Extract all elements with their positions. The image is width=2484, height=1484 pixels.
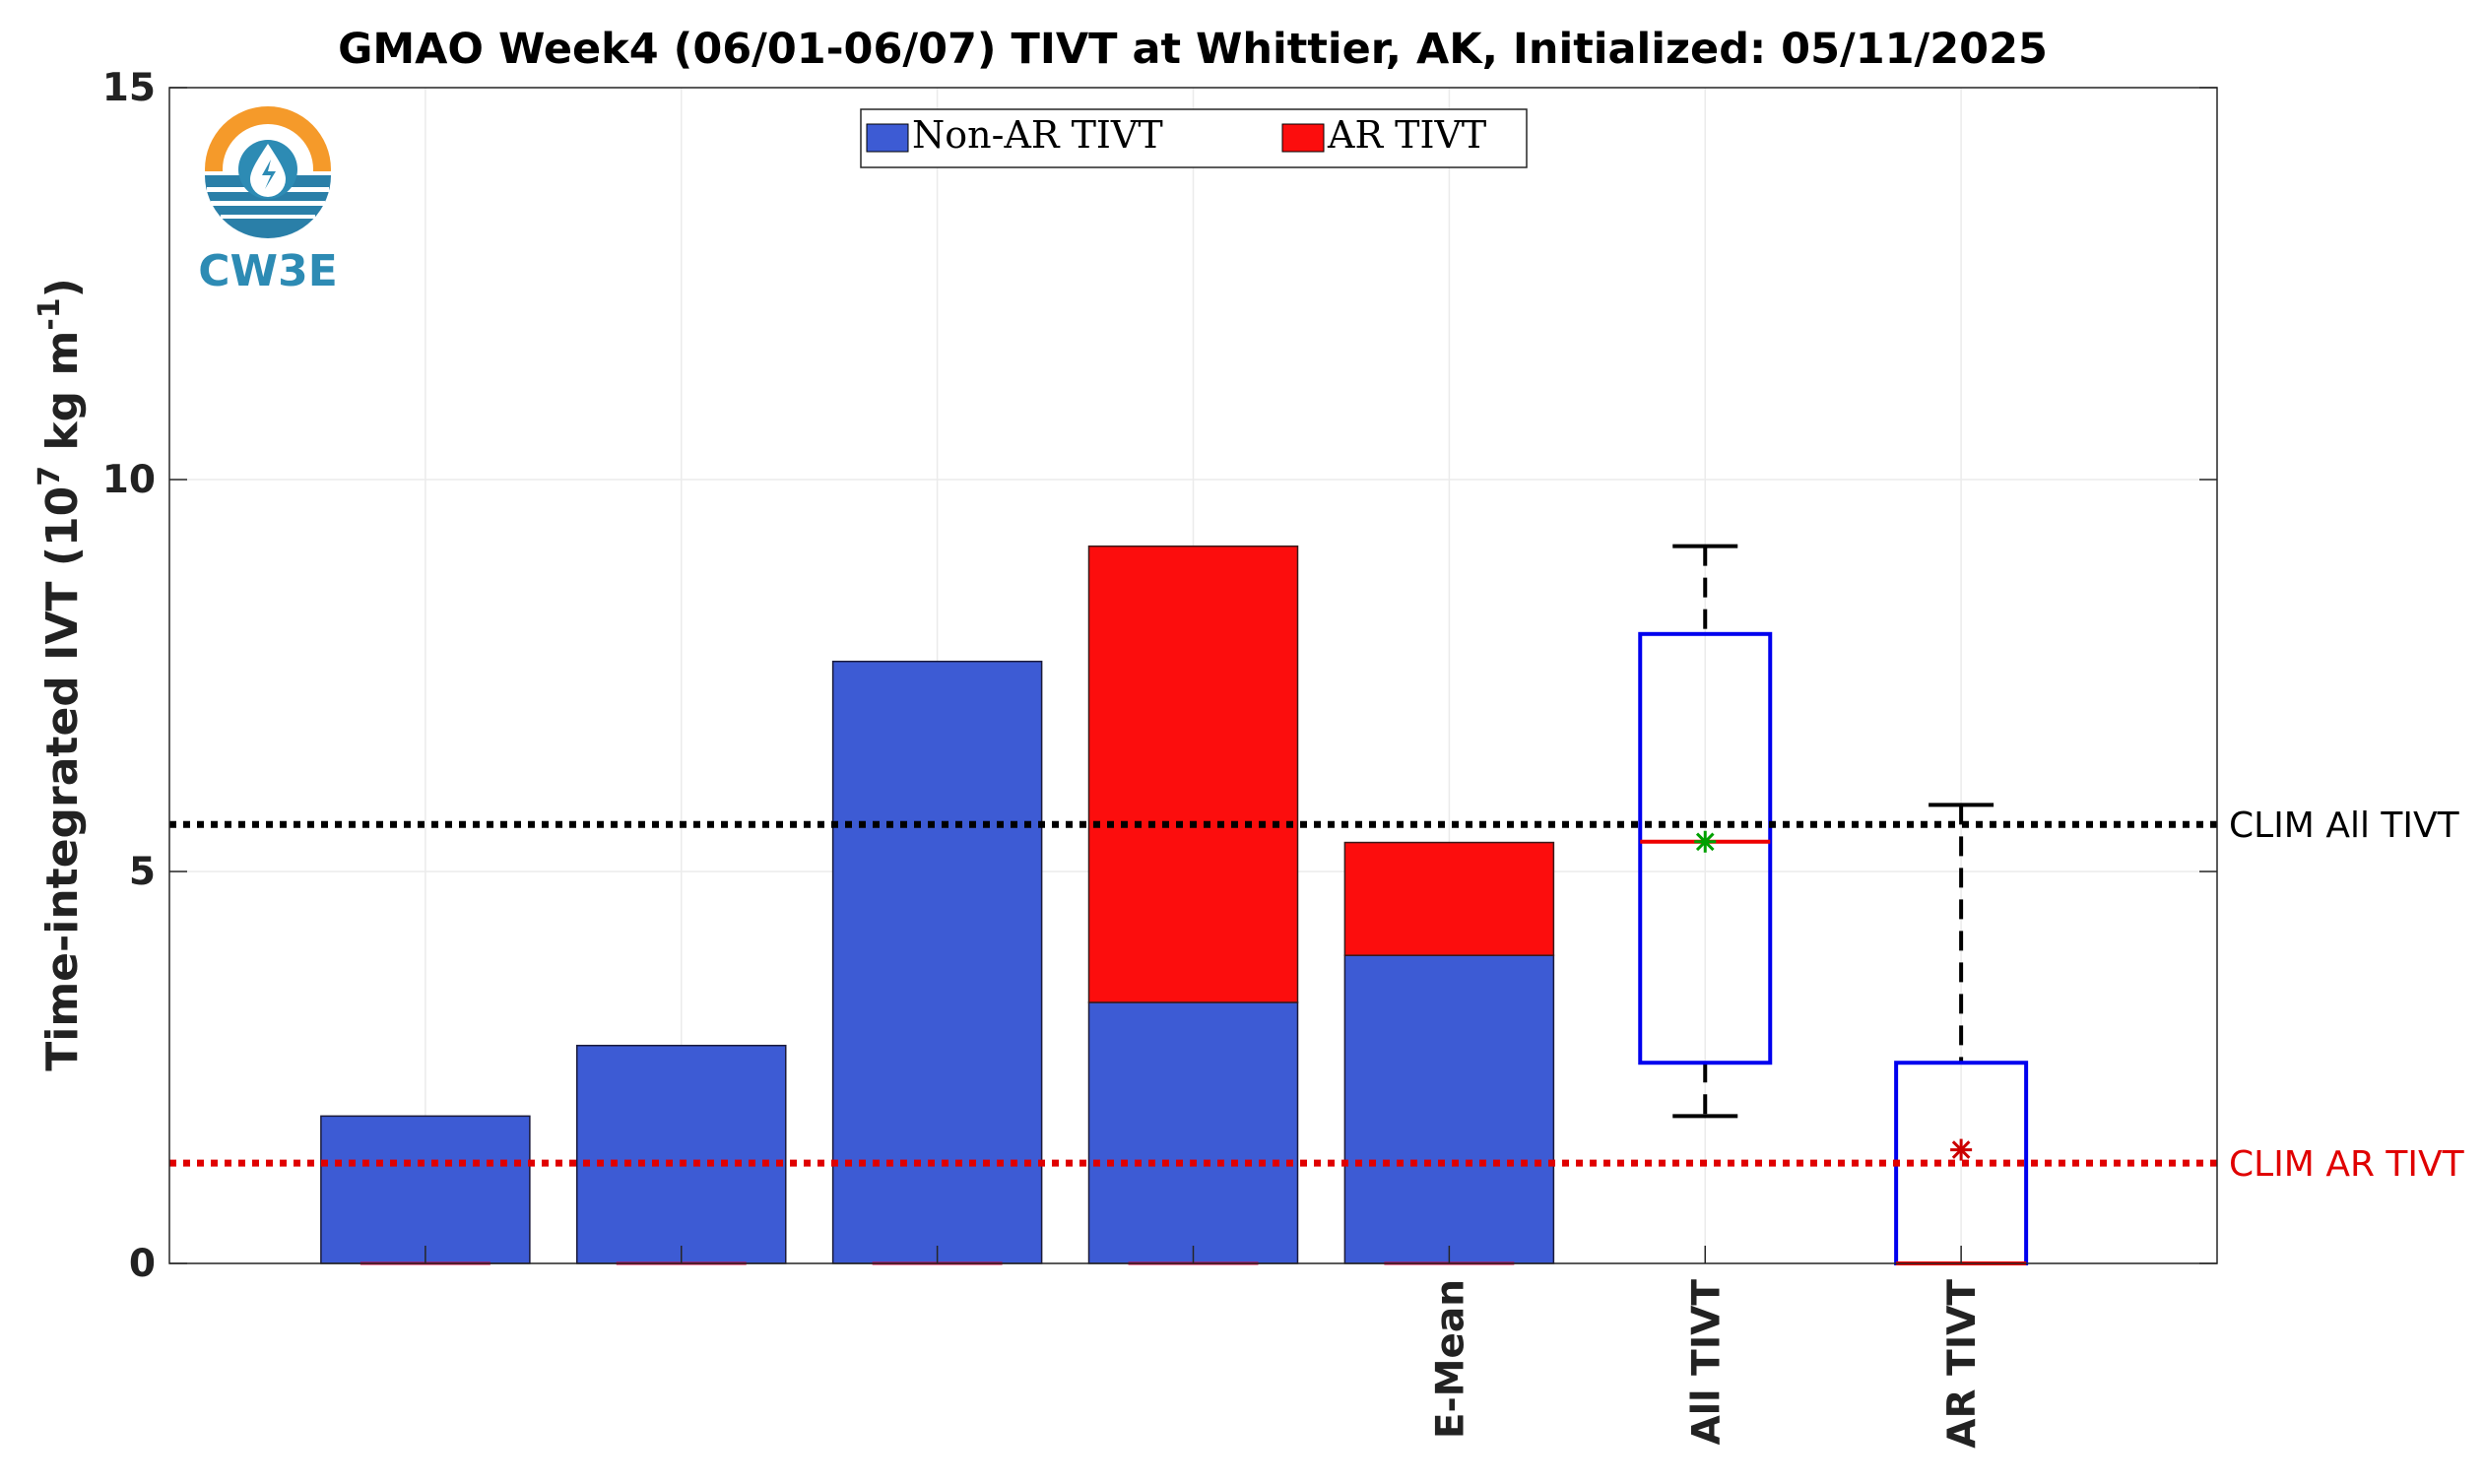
legend-swatch-non-ar xyxy=(866,123,909,153)
x-axis: E-Mean All TIVT AR TIVT xyxy=(425,1246,1985,1449)
y-axis: 0 5 10 15 xyxy=(102,66,2217,1286)
reference-line-label: CLIM All TIVT xyxy=(2229,806,2460,846)
x-tick-label: All TIVT xyxy=(1684,1279,1729,1446)
bar-ar xyxy=(1087,545,1299,1003)
legend-label-non-ar: Non-AR TIVT xyxy=(912,113,1163,157)
mean-stroke xyxy=(1695,832,1715,852)
legend-swatch-ar xyxy=(1281,123,1325,153)
bars xyxy=(320,545,1555,1265)
x-tick-label: E-Mean xyxy=(1428,1279,1472,1439)
bar-non-ar xyxy=(831,660,1043,1264)
bar-non-ar xyxy=(320,1115,531,1264)
legend-box xyxy=(860,108,1528,168)
bar-ar xyxy=(1343,841,1555,956)
y-axis-label: Time-integrated IVT (107 kg m-1) xyxy=(33,278,88,1071)
y-tick-label: 10 xyxy=(102,458,156,502)
reference-line-label: CLIM AR TIVT xyxy=(2229,1144,2465,1185)
y-tick-label: 15 xyxy=(102,66,156,110)
y-tick-label: 5 xyxy=(129,850,156,894)
reference-lines: CLIM All TIVT CLIM AR TIVT xyxy=(169,806,2465,1185)
logo-text: CW3E xyxy=(198,246,338,296)
legend-label-ar: AR TIVT xyxy=(1327,113,1486,157)
legend: Non-AR TIVT AR TIVT xyxy=(860,108,1528,168)
bar-non-ar xyxy=(1343,954,1555,1264)
x-tick-label: AR TIVT xyxy=(1940,1279,1985,1449)
bar-non-ar xyxy=(576,1044,787,1264)
y-tick-label: 0 xyxy=(129,1242,156,1286)
mean-stroke xyxy=(1951,1140,1971,1159)
box-iqr xyxy=(1638,631,1773,1065)
chart-title: GMAO Week4 (06/01-06/07) TIVT at Whittie… xyxy=(338,25,2048,74)
box-mean-marker xyxy=(1950,1138,1973,1161)
cw3e-logo: CW3E xyxy=(198,106,338,296)
box-mean-marker xyxy=(1694,830,1717,853)
bar-non-ar xyxy=(1087,1001,1299,1264)
